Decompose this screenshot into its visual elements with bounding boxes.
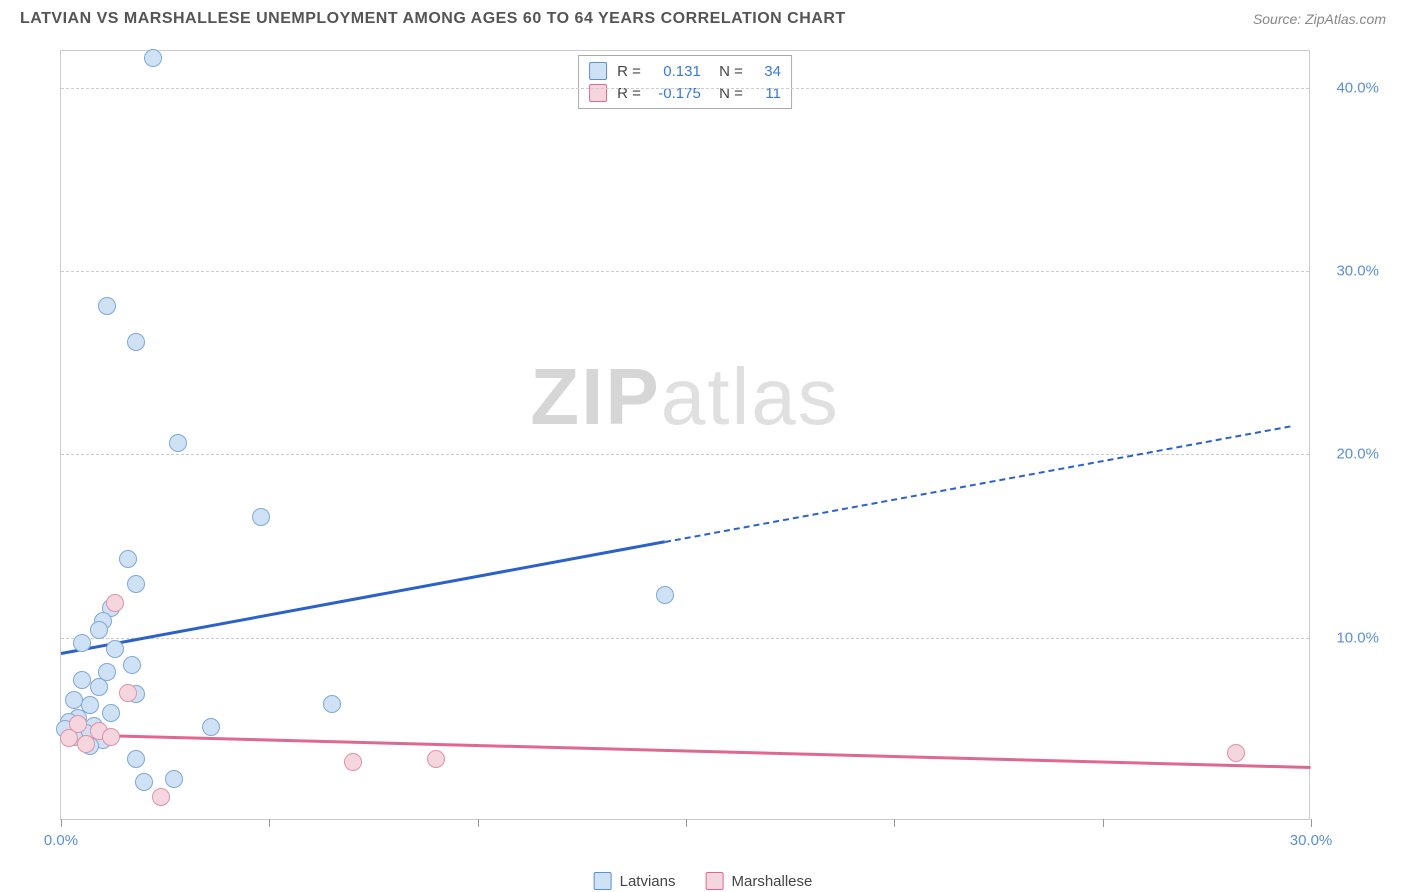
data-point [169, 434, 187, 452]
data-point [102, 704, 120, 722]
data-point [127, 750, 145, 768]
gridline-h [61, 271, 1309, 272]
legend-swatch [706, 872, 724, 890]
trend-line [61, 733, 1311, 768]
data-point [98, 297, 116, 315]
data-point [165, 770, 183, 788]
data-point [344, 753, 362, 771]
data-point [73, 671, 91, 689]
data-point [135, 773, 153, 791]
y-tick-label: 40.0% [1319, 79, 1379, 96]
x-tick [1103, 819, 1104, 827]
stat-r-label: R = [617, 63, 641, 80]
chart-source: Source: ZipAtlas.com [1253, 11, 1386, 27]
legend-swatch [594, 872, 612, 890]
data-point [73, 634, 91, 652]
data-point [427, 750, 445, 768]
data-point [60, 729, 78, 747]
legend-label: Latvians [620, 873, 676, 890]
watermark-bold: ZIP [530, 352, 660, 441]
chart-plot-area: ZIPatlas R = 0.131 N = 34R = -0.175 N = … [60, 50, 1310, 820]
data-point [152, 788, 170, 806]
x-tick [269, 819, 270, 827]
gridline-h [61, 638, 1309, 639]
data-point [90, 621, 108, 639]
data-point [106, 594, 124, 612]
x-tick [61, 819, 62, 827]
data-point [252, 508, 270, 526]
x-tick [1311, 819, 1312, 827]
stat-row: R = -0.175 N = 11 [589, 82, 781, 104]
legend-swatch [589, 62, 607, 80]
x-tick [894, 819, 895, 827]
data-point [127, 575, 145, 593]
data-point [102, 728, 120, 746]
data-point [65, 691, 83, 709]
legend-item: Latvians [594, 872, 676, 890]
legend-bottom: Latvians Marshallese [594, 872, 813, 890]
chart-header: LATVIAN VS MARSHALLESE UNEMPLOYMENT AMON… [0, 0, 1406, 28]
data-point [1227, 744, 1245, 762]
watermark-light: atlas [661, 352, 840, 441]
x-tick [478, 819, 479, 827]
data-point [119, 684, 137, 702]
chart-title: LATVIAN VS MARSHALLESE UNEMPLOYMENT AMON… [20, 10, 846, 28]
gridline-h [61, 454, 1309, 455]
x-tick-label: 0.0% [44, 832, 78, 849]
legend-item: Marshallese [706, 872, 813, 890]
stat-row: R = 0.131 N = 34 [589, 60, 781, 82]
data-point [77, 735, 95, 753]
gridline-h [61, 88, 1309, 89]
data-point [123, 656, 141, 674]
correlation-stat-box: R = 0.131 N = 34R = -0.175 N = 11 [578, 55, 792, 109]
trend-line [665, 425, 1290, 542]
x-tick [686, 819, 687, 827]
data-point [656, 586, 674, 604]
watermark: ZIPatlas [530, 351, 839, 443]
data-point [106, 640, 124, 658]
x-tick-label: 30.0% [1290, 832, 1333, 849]
y-tick-label: 30.0% [1319, 263, 1379, 280]
data-point [90, 678, 108, 696]
stat-n-value: 34 [753, 63, 781, 80]
legend-label: Marshallese [732, 873, 813, 890]
stat-r-value: 0.131 [651, 63, 701, 80]
y-tick-label: 20.0% [1319, 446, 1379, 463]
data-point [119, 550, 137, 568]
data-point [127, 333, 145, 351]
y-tick-label: 10.0% [1319, 629, 1379, 646]
data-point [323, 695, 341, 713]
data-point [144, 49, 162, 67]
data-point [202, 718, 220, 736]
stat-n-label: N = [711, 63, 743, 80]
